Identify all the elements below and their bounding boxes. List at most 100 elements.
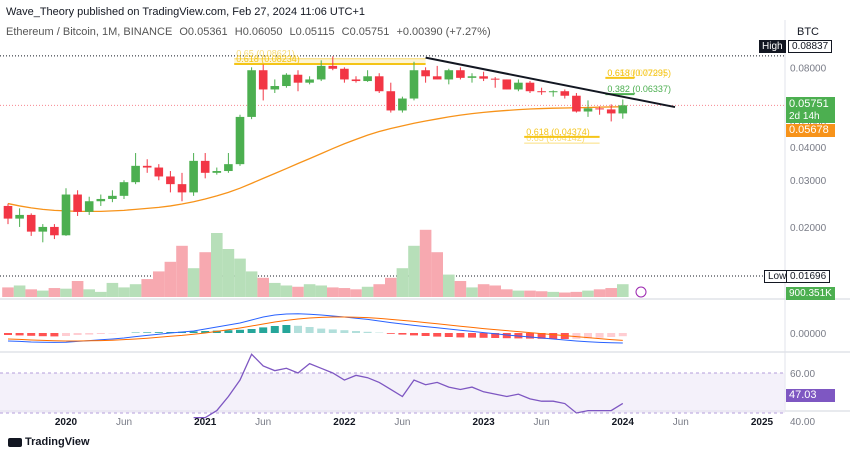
candle-body	[247, 70, 256, 117]
time-axis-label: Jun	[534, 417, 550, 428]
candle-body	[525, 82, 535, 92]
ohlc-high: 0.06050	[242, 26, 283, 38]
candle-body	[374, 76, 384, 92]
volume-bar	[466, 287, 478, 297]
candle-body	[61, 194, 71, 236]
volume-bar	[211, 233, 223, 297]
macd-histogram-bar	[62, 333, 70, 336]
low-value: 0.01696	[786, 270, 831, 283]
fib-level-label: 0.618 (0.07295)	[607, 68, 671, 78]
candle-body	[432, 76, 442, 80]
macd-histogram-bar	[236, 329, 244, 333]
candle-body	[328, 65, 338, 69]
candle-body	[479, 76, 488, 79]
ohlc-low: 0.05115	[295, 26, 335, 38]
candle-body	[467, 76, 477, 78]
volume-bar	[2, 287, 14, 297]
candle-body	[50, 226, 59, 236]
ohlc-close: 0.05751	[349, 26, 390, 38]
candle-body	[38, 226, 48, 232]
macd-histogram-bar	[73, 333, 82, 335]
candle-body	[316, 65, 326, 80]
volume-bar	[327, 287, 339, 297]
fib-level-label: 0.65 (0.08621)	[236, 49, 295, 59]
macd-histogram-bar	[96, 333, 105, 334]
macd-histogram-bar	[259, 327, 268, 333]
rsi-value-label: 47.03	[786, 389, 835, 402]
macd-histogram-bar	[456, 333, 465, 338]
volume-bar	[535, 291, 548, 297]
candle-body	[73, 194, 82, 212]
volume-bar	[234, 258, 246, 297]
macd-histogram-bar	[38, 333, 47, 337]
candle-body	[572, 95, 581, 112]
volume-bar	[303, 284, 316, 297]
candle-body	[560, 91, 570, 96]
volume-bar	[361, 286, 374, 297]
macd-histogram-bar	[4, 333, 12, 335]
volume-bar	[512, 290, 525, 297]
time-axis-label: Jun	[394, 417, 410, 428]
candle-body	[490, 78, 500, 80]
macd-signal-line	[7, 316, 623, 342]
volume-bar	[501, 289, 513, 297]
candle-body	[166, 176, 175, 185]
macd-histogram-bar	[294, 325, 302, 333]
candle-body	[456, 70, 465, 78]
tradingview-logo[interactable]: TradingView	[8, 436, 90, 448]
volume-bar	[431, 252, 443, 297]
time-axis-label: 2024	[612, 417, 635, 428]
candle-body	[606, 109, 616, 114]
macd-histogram-bar	[189, 331, 198, 333]
volume-bar	[570, 291, 583, 297]
macd-histogram-bar	[340, 330, 349, 333]
macd-histogram-bar	[386, 333, 395, 334]
volume-bar	[315, 285, 327, 297]
volume-bar	[547, 291, 559, 297]
macd-histogram-bar	[398, 333, 407, 335]
macd-histogram-bar	[50, 333, 59, 337]
volume-bar	[338, 288, 351, 297]
volume-bar	[559, 292, 571, 297]
publisher-line: Wave_Theory published on TradingView.com…	[6, 6, 366, 18]
volume-bar	[129, 284, 142, 297]
volume-bar	[71, 281, 84, 297]
price-tick-label: 0.08000	[790, 63, 827, 74]
volume-bar	[37, 290, 49, 297]
candle-countdown: 2d 14h	[786, 111, 835, 123]
volume-bar	[269, 282, 281, 297]
macd-histogram-bar	[270, 326, 279, 333]
macd-histogram-bar	[328, 329, 337, 333]
volume-bar	[164, 261, 177, 297]
tradingview-icon	[8, 437, 22, 447]
candle-body	[502, 79, 512, 90]
time-axis-label: Jun	[116, 417, 132, 428]
candle-body	[595, 108, 604, 110]
macd-histogram-bar	[143, 332, 152, 333]
macd-histogram-bar	[549, 333, 558, 339]
candle-body	[421, 70, 430, 77]
macd-histogram-bar	[317, 328, 326, 333]
rsi-line	[193, 353, 624, 419]
candle-body	[154, 167, 164, 177]
candle-body	[212, 171, 222, 173]
volume-bar	[25, 289, 37, 297]
macd-histogram-bar	[363, 331, 372, 333]
volume-bar	[118, 287, 130, 297]
candle-body	[84, 201, 94, 212]
macd-histogram-bar	[618, 333, 627, 337]
time-axis-label: 2025	[751, 417, 774, 428]
macd-histogram-bar	[572, 333, 581, 339]
candle-body	[305, 79, 314, 83]
volume-bar	[187, 268, 200, 297]
rsi-band	[0, 373, 785, 413]
time-axis-label: 2021	[194, 417, 217, 428]
macd-histogram-bar	[537, 333, 546, 339]
volume-bar	[617, 284, 629, 297]
volume-bar	[176, 245, 188, 297]
currency-label: BTC	[797, 26, 819, 38]
volume-bar	[593, 289, 606, 297]
candle-body	[200, 160, 210, 173]
price-tick-label: 0.04000	[790, 143, 827, 154]
volume-bar	[13, 285, 26, 297]
